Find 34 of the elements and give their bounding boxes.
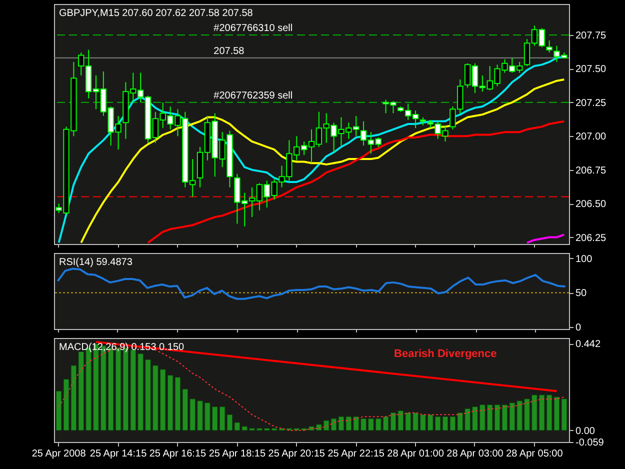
ref-line-label: #2067762359 sell bbox=[214, 90, 293, 102]
chart-title: GBPJPY,M15 207.60 207.62 207.58 207.58 bbox=[59, 8, 254, 19]
annotation: Bearish Divergence bbox=[394, 348, 497, 360]
y-tick-label: 50 bbox=[576, 288, 588, 300]
y-tick-label: 206.25 bbox=[576, 232, 607, 244]
x-tick-label: 25 Apr 14:15 bbox=[90, 448, 148, 460]
chart-title: RSI(14) 59.4873 bbox=[59, 257, 133, 268]
line-series bbox=[56, 268, 566, 300]
x-tick-label: 28 Apr 05:00 bbox=[506, 448, 564, 460]
x-tick-label: 25 Apr 16:15 bbox=[149, 448, 207, 460]
x-tick-label: 28 Apr 01:00 bbox=[387, 448, 444, 460]
line-series bbox=[526, 234, 566, 244]
y-tick-label: 100 bbox=[576, 254, 593, 265]
y-tick-label: 206.75 bbox=[576, 165, 607, 176]
bar bbox=[390, 412, 396, 431]
x-tick-label: 25 Apr 22:15 bbox=[328, 448, 385, 460]
y-tick-label: 207.75 bbox=[576, 30, 607, 42]
x-tick-label: 25 Apr 2008 bbox=[32, 448, 86, 460]
ref-line-label: 207.58 bbox=[214, 46, 245, 57]
x-tick-label: 25 Apr 18:15 bbox=[208, 448, 266, 460]
bar bbox=[226, 414, 233, 431]
y-tick-label: 0.00 bbox=[576, 426, 596, 437]
candlestick bbox=[546, 40, 552, 54]
y-tick-label: 207.25 bbox=[576, 98, 607, 109]
x-tick-label: 25 Apr 20:15 bbox=[268, 448, 326, 460]
x-tick-label: 28 Apr 03:00 bbox=[446, 448, 504, 460]
y-tick-label: 0 bbox=[576, 322, 582, 334]
y-tick-label: 0.442 bbox=[576, 339, 601, 350]
ref-line-label: #2067766310 sell bbox=[214, 23, 293, 34]
y-tick-label: -0.059 bbox=[576, 438, 604, 448]
line-series bbox=[80, 78, 566, 244]
y-tick-label: 206.50 bbox=[576, 199, 607, 210]
y-tick-label: 207.00 bbox=[576, 132, 607, 143]
y-tick-label: 207.50 bbox=[576, 64, 607, 76]
